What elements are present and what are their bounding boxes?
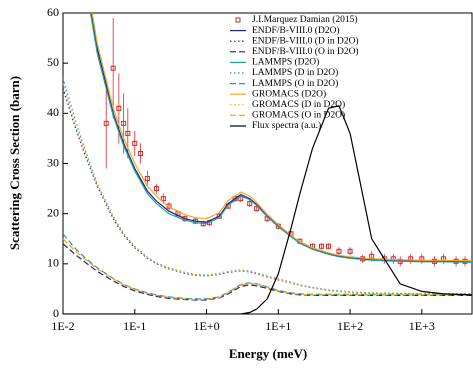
x-tick-label: 1E-1 (123, 319, 146, 333)
legend-label: ENDF/B-VIII.0 (D in D2O) (252, 35, 359, 46)
series-line (91, 13, 472, 262)
plot-area (63, 13, 472, 314)
x-tick-label: 1E+1 (265, 319, 291, 333)
data-point (319, 243, 325, 249)
legend-label: GROMACS (D in D2O) (252, 99, 345, 110)
y-tick-label: 20 (47, 205, 59, 219)
y-tick-label: 40 (47, 105, 59, 119)
legend-label: LAMMPS (D2O) (252, 57, 319, 68)
data-point (153, 186, 159, 192)
data-point (254, 206, 260, 212)
y-tick-label: 60 (47, 5, 59, 19)
data-point (144, 176, 150, 182)
x-tick-label: 1E+0 (193, 319, 219, 333)
x-axis-title: Energy (meV) (229, 346, 307, 361)
data-point (336, 248, 342, 254)
series-line (63, 243, 472, 301)
data-point (160, 196, 166, 202)
legend-label: ENDF/B-VIII.0 (D2O) (252, 25, 340, 36)
data-point (121, 120, 127, 126)
y-tick-label: 30 (47, 155, 59, 169)
x-tick-label: 1E+2 (337, 319, 363, 333)
x-tick-label: 1E-2 (51, 319, 74, 333)
x-tick-label: 1E+3 (409, 319, 435, 333)
legend-label: ENDF/B-VIII.0 (O in D2O) (252, 46, 359, 57)
data-point (103, 120, 109, 126)
legend-marker (235, 17, 241, 23)
y-tick-label: 0 (53, 306, 59, 320)
data-point (137, 150, 143, 156)
legend-label: GROMACS (O in D2O) (252, 110, 345, 121)
legend-label: J.I.Marquez Damian (2015) (252, 14, 358, 25)
data-point (247, 201, 253, 207)
series-line (63, 238, 472, 301)
data-point (125, 130, 131, 136)
legend-label: GROMACS (D2O) (252, 88, 326, 99)
data-point (132, 140, 138, 146)
legend-label: Flux spectra (a.u.) (252, 120, 321, 131)
legend-label: LAMMPS (D in D2O) (252, 67, 338, 78)
data-point (347, 248, 353, 254)
legend-label: LAMMPS (O in D2O) (252, 78, 338, 89)
series-line (63, 233, 472, 300)
series-line (63, 105, 472, 314)
y-tick-label: 50 (47, 55, 59, 69)
y-axis-title: Scattering Cross Section (barn) (7, 76, 22, 250)
series-line (89, 13, 472, 263)
y-tick-label: 10 (47, 256, 59, 270)
data-point (110, 65, 116, 71)
data-point (116, 105, 122, 111)
data-point (325, 243, 331, 249)
